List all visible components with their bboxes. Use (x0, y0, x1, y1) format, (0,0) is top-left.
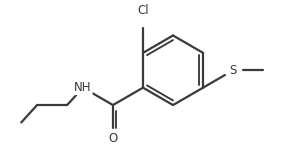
Text: S: S (229, 64, 237, 77)
Text: NH: NH (74, 81, 92, 94)
Text: O: O (108, 132, 118, 145)
Text: Cl: Cl (137, 4, 149, 17)
